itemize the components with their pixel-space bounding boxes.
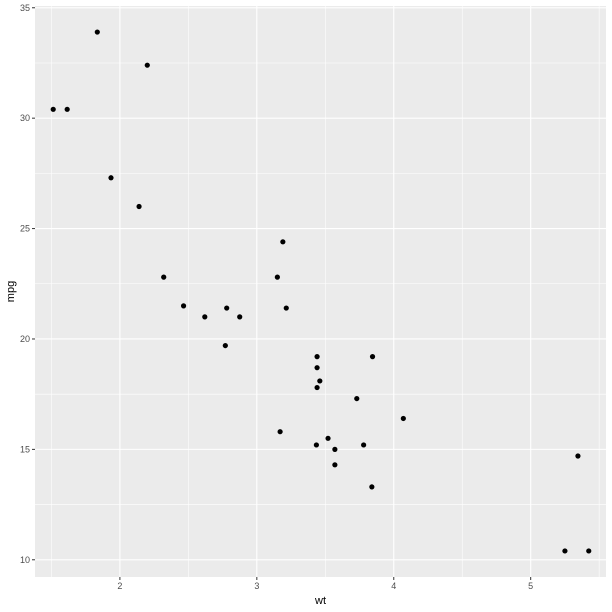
data-point	[369, 354, 376, 360]
data-point	[277, 429, 283, 435]
data-point	[354, 395, 360, 402]
data-point	[280, 239, 286, 245]
minor-gridlines	[35, 6, 606, 577]
data-point	[180, 303, 187, 309]
y-tick-label: 25	[20, 224, 30, 234]
data-point	[314, 354, 320, 360]
data-point	[222, 342, 228, 349]
major-gridlines	[35, 6, 606, 577]
plot-panel	[35, 6, 606, 577]
data-point	[161, 274, 167, 280]
data-point	[361, 442, 367, 448]
y-tick-label: 35	[20, 3, 30, 13]
x-tick-label: 2	[117, 581, 122, 591]
data-point	[283, 305, 289, 311]
data-point	[575, 453, 581, 459]
data-point	[50, 106, 56, 112]
data-point	[369, 484, 375, 490]
data-point	[94, 29, 100, 35]
data-point	[224, 305, 230, 311]
x-axis: 2 3 4 5	[117, 577, 533, 591]
data-point	[144, 62, 150, 68]
data-point	[586, 548, 592, 554]
data-point	[274, 274, 280, 280]
data-point	[332, 462, 338, 468]
data-point	[313, 442, 319, 448]
y-tick-label: 30	[20, 113, 30, 123]
data-point	[108, 175, 114, 181]
data-point	[400, 415, 406, 422]
data-point	[64, 106, 70, 112]
y-tick-label: 10	[20, 555, 30, 565]
x-axis-title: wt	[314, 595, 326, 607]
data-point	[202, 314, 208, 320]
data-points	[50, 29, 592, 554]
data-point	[332, 446, 338, 452]
data-point	[314, 365, 320, 371]
data-point	[314, 384, 320, 391]
x-tick-label: 5	[528, 581, 533, 591]
x-tick-label: 3	[254, 581, 259, 591]
data-point	[237, 314, 243, 320]
data-point	[136, 203, 142, 210]
y-tick-label: 15	[20, 444, 30, 454]
y-axis: 10 15 20 25 30 35	[20, 3, 35, 565]
data-point	[325, 435, 331, 441]
y-tick-label: 20	[20, 334, 30, 344]
data-point	[317, 378, 323, 384]
x-tick-label: 4	[391, 581, 396, 591]
data-point	[562, 548, 568, 554]
y-axis-title: mpg	[5, 281, 17, 302]
